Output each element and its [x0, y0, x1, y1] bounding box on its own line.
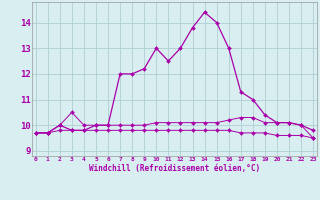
X-axis label: Windchill (Refroidissement éolien,°C): Windchill (Refroidissement éolien,°C) [89, 164, 260, 173]
